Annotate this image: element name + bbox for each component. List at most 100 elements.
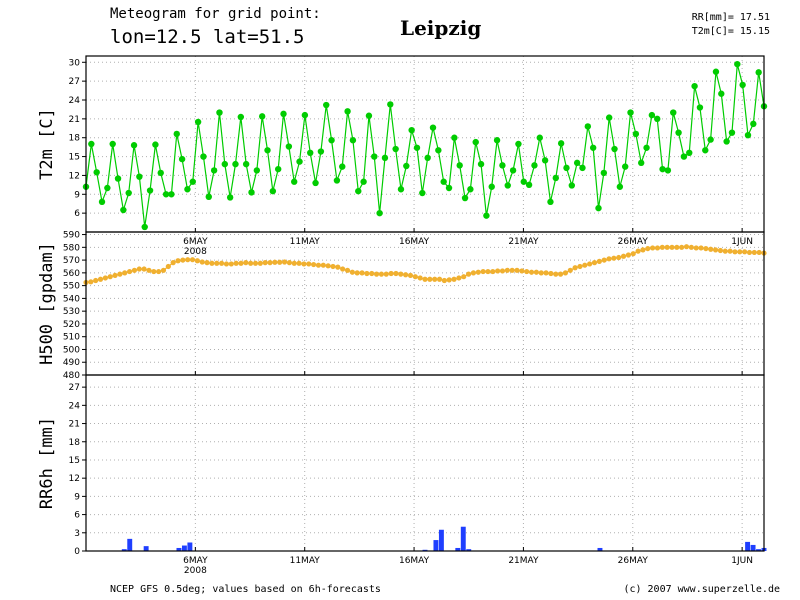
- t2m-point: [339, 163, 346, 170]
- h500-point: [679, 244, 685, 250]
- y-tick-label: 9: [74, 492, 80, 502]
- precip-sum-readout: RR[mm]= 17.51: [691, 12, 770, 23]
- h500-point: [548, 270, 554, 277]
- t2m-point: [301, 111, 309, 119]
- h500-point: [674, 244, 680, 250]
- y-tick-label: 0: [74, 547, 80, 557]
- h500-point: [383, 271, 389, 277]
- h500-point: [432, 276, 438, 282]
- h500-point: [102, 275, 108, 281]
- h500-point: [625, 252, 632, 258]
- t2m-point: [627, 109, 634, 116]
- t2m-point: [168, 191, 175, 198]
- h500-point: [538, 270, 544, 276]
- t2m-point: [285, 143, 293, 150]
- y-tick-label: 480: [63, 371, 80, 381]
- h500-point: [311, 261, 317, 268]
- t2m-point: [461, 194, 469, 202]
- h500-point: [349, 269, 355, 275]
- t2m-point: [307, 149, 314, 156]
- h500-point: [393, 270, 399, 277]
- h500-point: [320, 262, 326, 268]
- h500-point: [635, 248, 641, 254]
- h500-point: [340, 266, 346, 272]
- x-tick-label: 6MAY: [183, 556, 208, 566]
- h500-point: [407, 272, 414, 279]
- h500-point: [262, 260, 268, 266]
- h500-point: [160, 267, 167, 273]
- h500-point: [756, 249, 762, 256]
- y-axis-label: RR6h [mm]: [37, 417, 57, 509]
- city-name: Leipzig: [400, 16, 482, 40]
- t2m-point: [744, 132, 752, 139]
- x-tick-label: 1JUN: [731, 556, 753, 566]
- rr-bar: [597, 547, 603, 551]
- panel-frame: [85, 374, 765, 552]
- y-axis-label: T2m [C]: [37, 108, 57, 180]
- x-tick-label: 26MAY: [618, 237, 649, 247]
- t2m-point: [349, 137, 357, 144]
- rr-bar: [455, 547, 461, 551]
- y-tick-label: 30: [69, 58, 81, 68]
- h500-point: [708, 246, 714, 252]
- t2m-point: [573, 159, 581, 167]
- y-tick-label: 510: [63, 333, 80, 343]
- footer-source: NCEP GFS 0.5deg; values based on 6h-fore…: [110, 584, 381, 595]
- h500-point: [446, 277, 452, 283]
- t2m-point: [691, 82, 698, 90]
- h500-point: [189, 257, 196, 263]
- t2m-point: [696, 104, 704, 111]
- t2m-point: [355, 187, 362, 195]
- x-tick-label: 6MAY: [183, 237, 208, 247]
- h500-point: [185, 257, 191, 263]
- y-tick-label: 3: [74, 529, 80, 539]
- t2m-point: [381, 154, 389, 162]
- h500-point: [427, 276, 433, 282]
- t2m-point: [579, 164, 586, 172]
- h500-point: [543, 270, 549, 276]
- h500-point: [620, 253, 627, 259]
- t2m-point: [323, 101, 330, 109]
- h500-point: [664, 244, 670, 250]
- h500-point: [214, 260, 220, 266]
- h500-point: [572, 265, 578, 271]
- t2m-point: [723, 138, 730, 145]
- rr-bar: [181, 545, 187, 551]
- panel-frame: [85, 55, 765, 233]
- y-tick-label: 18: [69, 438, 81, 448]
- h500-point: [141, 266, 147, 272]
- h500-point: [693, 245, 699, 251]
- h500-point: [509, 267, 515, 273]
- t2m-point: [157, 169, 164, 177]
- x-tick-label: 16MAY: [399, 556, 430, 566]
- t2m-point: [296, 158, 303, 165]
- t2m-point: [216, 109, 223, 116]
- y-tick-label: 18: [69, 134, 81, 144]
- temp-mean-readout: T2m[C]= 15.15: [691, 26, 770, 37]
- h500-point: [587, 261, 593, 267]
- t2m-point: [419, 189, 426, 197]
- h500-point: [533, 269, 539, 275]
- t2m-point: [525, 181, 533, 189]
- h500-point: [562, 270, 569, 276]
- h500-point: [727, 248, 733, 254]
- h500-point: [209, 260, 215, 266]
- x-tick-label: 11MAY: [290, 556, 321, 566]
- t2m-point: [605, 114, 613, 121]
- t2m-point: [248, 189, 255, 196]
- t2m-point: [499, 162, 506, 169]
- t2m-point: [360, 178, 367, 185]
- h500-point: [688, 244, 694, 250]
- h500-point: [335, 264, 341, 270]
- h500-point: [248, 260, 254, 266]
- t2m-point: [648, 111, 656, 119]
- y-tick-label: 24: [69, 96, 81, 106]
- t2m-point: [483, 212, 490, 219]
- t2m-point: [429, 124, 437, 131]
- x-tick-label: 21MAY: [508, 237, 539, 247]
- t2m-point: [221, 160, 229, 168]
- t2m-point: [413, 144, 421, 151]
- x-year-label: 2008: [184, 247, 207, 257]
- footer-copyright: (c) 2007 www.superzelle.de: [623, 584, 780, 595]
- rr-bar: [460, 526, 466, 551]
